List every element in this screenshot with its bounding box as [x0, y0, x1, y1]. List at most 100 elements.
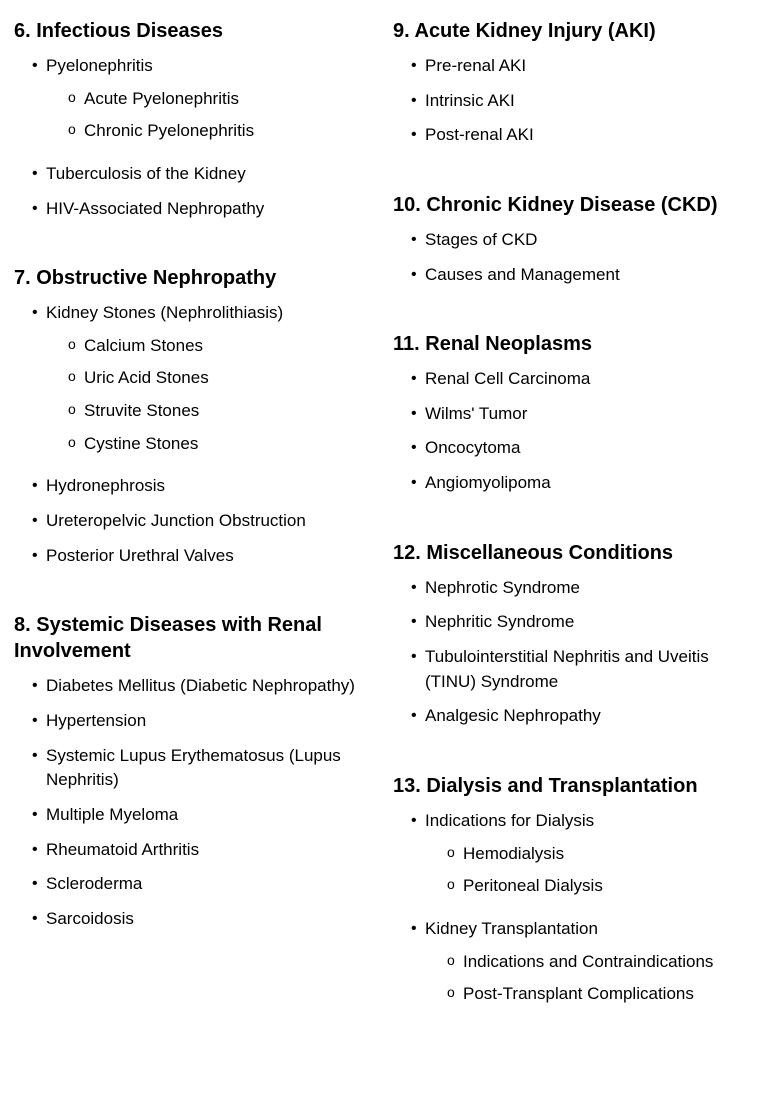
list-item-label: HIV-Associated Nephropathy [46, 199, 264, 218]
list-item-label: Oncocytoma [425, 438, 520, 457]
section: 7. Obstructive Nephropathy Kidney Stones … [14, 265, 375, 578]
sub-list-item: Indications and Contraindications [447, 950, 754, 983]
list-item: Renal Cell Carcinoma [411, 367, 754, 402]
sub-list-item: Uric Acid Stones [68, 366, 375, 399]
sub-list-item: Post-Transplant Complications [447, 982, 754, 1015]
item-list: Pyelonephritis Acute Pyelonephritis Chroni… [14, 54, 375, 231]
list-item-label: Hypertension [46, 711, 146, 730]
list-item-label: Renal Cell Carcinoma [425, 369, 590, 388]
list-item-label: Pyelonephritis [46, 56, 153, 75]
list-item-label: Scleroderma [46, 874, 142, 893]
list-item: Pyelonephritis Acute Pyelonephritis Chroni… [32, 54, 375, 162]
section: 8. Systemic Diseases with Renal Involvem… [14, 612, 375, 941]
sub-list-item-label: Uric Acid Stones [84, 368, 209, 387]
list-item-label: Tuberculosis of the Kidney [46, 164, 246, 183]
sub-list-item: Hemodialysis [447, 842, 754, 875]
list-item: Sarcoidosis [32, 907, 375, 942]
list-item: Indications for Dialysis Hemodialysis Peri… [411, 809, 754, 917]
list-item-label: Causes and Management [425, 265, 620, 284]
sub-item-list: Hemodialysis Peritoneal Dialysis [425, 842, 754, 907]
list-item-label: Indications for Dialysis [425, 811, 594, 830]
list-item: Angiomyolipoma [411, 471, 754, 506]
section-title: 13. Dialysis and Transplantation [393, 773, 754, 799]
section-title: 10. Chronic Kidney Disease (CKD) [393, 192, 754, 218]
sub-list-item-label: Chronic Pyelonephritis [84, 121, 254, 140]
sub-item-list: Indications and Contraindications Post-Tr… [425, 950, 754, 1015]
list-item-label: Kidney Stones (Nephrolithiasis) [46, 303, 283, 322]
list-item: Tubulointerstitial Nephritis and Uveitis… [411, 645, 754, 704]
list-item: Oncocytoma [411, 436, 754, 471]
list-item: Post-renal AKI [411, 123, 754, 158]
list-item: Causes and Management [411, 263, 754, 298]
item-list: Kidney Stones (Nephrolithiasis) Calcium S… [14, 301, 375, 578]
sub-list-item: Chronic Pyelonephritis [68, 119, 375, 152]
list-item: HIV-Associated Nephropathy [32, 197, 375, 232]
sub-list-item-label: Indications and Contraindications [463, 952, 713, 971]
list-item-label: Wilms' Tumor [425, 404, 527, 423]
list-item: Hydronephrosis [32, 474, 375, 509]
list-item: Hypertension [32, 709, 375, 744]
section: 11. Renal NeoplasmsRenal Cell CarcinomaW… [393, 331, 754, 506]
list-item: Kidney Stones (Nephrolithiasis) Calcium S… [32, 301, 375, 474]
list-item: Kidney Transplantation Indications and Co… [411, 917, 754, 1025]
section-title: 12. Miscellaneous Conditions [393, 540, 754, 566]
item-list: Pre-renal AKI Intrinsic AKI Post-renal AKI [393, 54, 754, 158]
item-list: Diabetes Mellitus (Diabetic Nephropathy)… [14, 674, 375, 941]
list-item: Diabetes Mellitus (Diabetic Nephropathy) [32, 674, 375, 709]
two-column-layout: 6. Infectious Diseases Pyelonephritis Acut… [14, 18, 754, 1059]
list-item: Stages of CKD [411, 228, 754, 263]
sub-list-item-label: Post-Transplant Complications [463, 984, 694, 1003]
section: 6. Infectious Diseases Pyelonephritis Acut… [14, 18, 375, 231]
sub-item-list: Calcium Stones Uric Acid Stones Struvite S… [46, 334, 375, 465]
sub-list-item-label: Acute Pyelonephritis [84, 89, 239, 108]
list-item: Rheumatoid Arthritis [32, 838, 375, 873]
list-item: Intrinsic AKI [411, 89, 754, 124]
list-item-label: Angiomyolipoma [425, 473, 551, 492]
list-item: Scleroderma [32, 872, 375, 907]
sub-list-item-label: Hemodialysis [463, 844, 564, 863]
list-item: Tuberculosis of the Kidney [32, 162, 375, 197]
list-item: Nephritic Syndrome [411, 610, 754, 645]
list-item-label: Sarcoidosis [46, 909, 134, 928]
sub-list-item: Calcium Stones [68, 334, 375, 367]
list-item: Wilms' Tumor [411, 402, 754, 437]
sub-list-item: Peritoneal Dialysis [447, 874, 754, 907]
section-title: 9. Acute Kidney Injury (AKI) [393, 18, 754, 44]
list-item-label: Stages of CKD [425, 230, 537, 249]
list-item-label: Systemic Lupus Erythematosus (Lupus Neph… [46, 746, 341, 790]
list-item: Multiple Myeloma [32, 803, 375, 838]
section-title: 6. Infectious Diseases [14, 18, 375, 44]
item-list: Indications for Dialysis Hemodialysis Peri… [393, 809, 754, 1025]
list-item-label: Post-renal AKI [425, 125, 534, 144]
list-item-label: Nephrotic Syndrome [425, 578, 580, 597]
list-item-label: Analgesic Nephropathy [425, 706, 601, 725]
list-item: Nephrotic Syndrome [411, 576, 754, 611]
sub-list-item: Struvite Stones [68, 399, 375, 432]
sub-list-item-label: Cystine Stones [84, 434, 198, 453]
list-item-label: Kidney Transplantation [425, 919, 598, 938]
list-item: Analgesic Nephropathy [411, 704, 754, 739]
item-list: Nephrotic Syndrome Nephritic Syndrome Tubu… [393, 576, 754, 739]
list-item-label: Hydronephrosis [46, 476, 165, 495]
section: 12. Miscellaneous Conditions Nephrotic Sy… [393, 540, 754, 739]
list-item: Ureteropelvic Junction Obstruction [32, 509, 375, 544]
list-item-label: Diabetes Mellitus (Diabetic Nephropathy) [46, 676, 355, 695]
list-item-label: Pre-renal AKI [425, 56, 526, 75]
sub-list-item-label: Calcium Stones [84, 336, 203, 355]
section-title: 7. Obstructive Nephropathy [14, 265, 375, 291]
list-item-label: Tubulointerstitial Nephritis and Uveitis… [425, 647, 709, 691]
list-item-label: Posterior Urethral Valves [46, 546, 234, 565]
sub-list-item-label: Struvite Stones [84, 401, 199, 420]
item-list: Stages of CKD Causes and Management [393, 228, 754, 297]
list-item: Posterior Urethral Valves [32, 544, 375, 579]
sub-item-list: Acute Pyelonephritis Chronic Pyelonephrit… [46, 87, 375, 152]
list-item-label: Intrinsic AKI [425, 91, 515, 110]
section: 13. Dialysis and Transplantation Indicati… [393, 773, 754, 1025]
list-item: Pre-renal AKI [411, 54, 754, 89]
list-item: Systemic Lupus Erythematosus (Lupus Neph… [32, 744, 375, 803]
right-column: 9. Acute Kidney Injury (AKI) Pre-renal AK… [393, 18, 754, 1059]
section: 9. Acute Kidney Injury (AKI) Pre-renal AK… [393, 18, 754, 158]
list-item-label: Multiple Myeloma [46, 805, 178, 824]
list-item-label: Nephritic Syndrome [425, 612, 574, 631]
list-item-label: Ureteropelvic Junction Obstruction [46, 511, 306, 530]
